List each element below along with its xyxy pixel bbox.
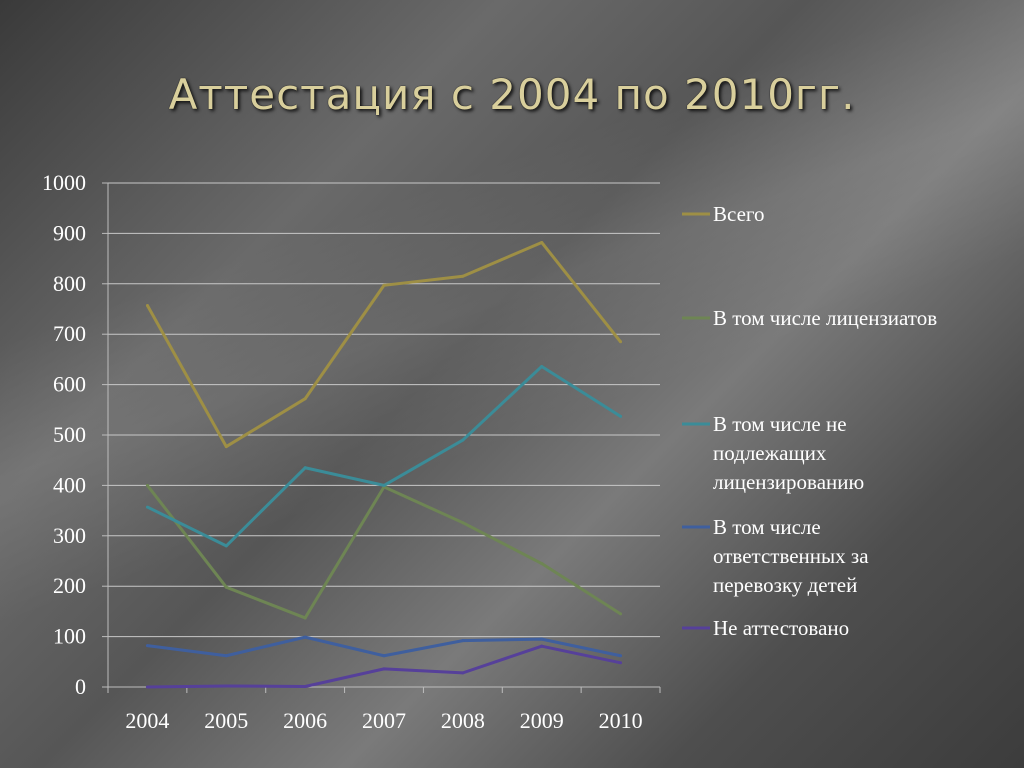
y-tick-label: 400 bbox=[53, 472, 86, 497]
data-point bbox=[224, 544, 228, 548]
legend-label: В том числе лицензиатов bbox=[713, 306, 937, 330]
series-line bbox=[146, 484, 622, 620]
data-point bbox=[461, 521, 465, 525]
data-point bbox=[224, 684, 228, 688]
data-point bbox=[303, 616, 307, 620]
legend-label: В том числе не подлежащих лицензированию bbox=[713, 412, 864, 494]
data-point bbox=[303, 466, 307, 470]
legend-label: Не аттестовано bbox=[713, 616, 849, 640]
data-point bbox=[461, 671, 465, 675]
y-tick-label: 700 bbox=[53, 321, 86, 346]
data-point bbox=[145, 644, 149, 648]
data-point bbox=[145, 505, 149, 509]
legend-label: В том числе ответственных за перевозку дет… bbox=[713, 515, 869, 597]
data-point bbox=[145, 685, 149, 689]
legend-label: Всего bbox=[713, 202, 765, 226]
x-tick-label: 2005 bbox=[204, 708, 248, 733]
data-point bbox=[461, 274, 465, 278]
x-tick-label: 2008 bbox=[441, 708, 485, 733]
y-tick-label: 100 bbox=[53, 624, 86, 649]
data-point bbox=[303, 684, 307, 688]
x-tick-label: 2006 bbox=[283, 708, 327, 733]
y-tick-label: 200 bbox=[53, 573, 86, 598]
series-line bbox=[146, 364, 622, 548]
data-point bbox=[145, 483, 149, 487]
series-line bbox=[147, 644, 621, 689]
data-point bbox=[382, 667, 386, 671]
slide-title: Аттестация с 2004 по 2010гг. bbox=[168, 70, 856, 119]
data-point bbox=[224, 445, 228, 449]
y-tick-label: 0 bbox=[75, 674, 86, 699]
data-point bbox=[303, 397, 307, 401]
x-tick-label: 2009 bbox=[520, 708, 564, 733]
data-point bbox=[619, 612, 623, 616]
y-tick-label: 800 bbox=[53, 271, 86, 296]
data-point bbox=[382, 283, 386, 287]
series-line bbox=[146, 240, 622, 449]
y-tick-label: 600 bbox=[53, 372, 86, 397]
data-point bbox=[382, 654, 386, 658]
data-point bbox=[461, 438, 465, 442]
data-point bbox=[382, 483, 386, 487]
x-tick-label: 2004 bbox=[125, 708, 169, 733]
y-tick-label: 900 bbox=[53, 220, 86, 245]
data-point bbox=[224, 654, 228, 658]
y-tick-label: 300 bbox=[53, 523, 86, 548]
data-point bbox=[540, 644, 544, 648]
data-point bbox=[303, 635, 307, 639]
data-point bbox=[619, 661, 623, 665]
data-point bbox=[619, 414, 623, 418]
data-point bbox=[540, 240, 544, 244]
data-point bbox=[540, 364, 544, 368]
x-tick-label: 2010 bbox=[599, 708, 643, 733]
data-point bbox=[540, 637, 544, 641]
y-tick-label: 500 bbox=[53, 422, 86, 447]
data-point bbox=[619, 340, 623, 344]
data-point bbox=[461, 639, 465, 643]
data-point bbox=[540, 562, 544, 566]
data-point bbox=[619, 654, 623, 658]
y-tick-label: 1000 bbox=[42, 170, 86, 195]
data-point bbox=[224, 585, 228, 589]
data-point bbox=[145, 303, 149, 307]
x-tick-label: 2007 bbox=[362, 708, 406, 733]
